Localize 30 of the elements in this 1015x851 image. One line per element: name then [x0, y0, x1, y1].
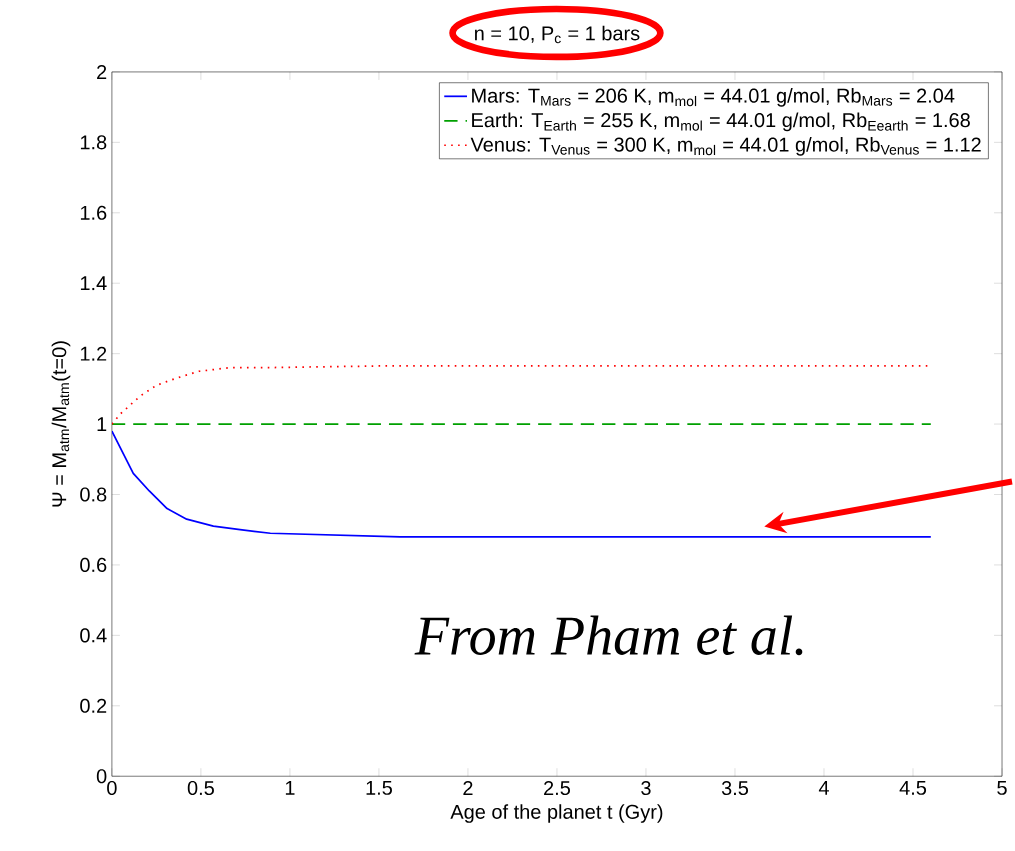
y-tick-label: 1.8: [80, 135, 107, 150]
y-tick-label: 1: [97, 417, 107, 431]
x-tick-label: 1.5: [366, 780, 392, 795]
x-tick-label: 4.5: [899, 780, 927, 795]
x-axis-title: Age of the planet t (Gyr): [450, 804, 663, 823]
y-tick-label: 1.2: [80, 346, 107, 361]
x-tick-label: 4: [818, 780, 829, 795]
y-tick-label: 1.6: [80, 205, 107, 220]
line-series: [111, 430, 932, 538]
x-tick-label: 5: [997, 780, 1007, 795]
legend-label: Venus: T$_{Venus}$ = 300 K, m$_{mol}$ = 44.01 g/mol, Rb$_{Venus}$ = 1.12: [470, 136, 981, 156]
x-tick-label: 2: [463, 780, 473, 795]
x-tick-label: 2.5: [544, 780, 571, 795]
legend-label: Earth: T$_{Earth}$ = 255 K, m$_{mol}$ = 44.01 g/mol, Rb$_{Eearth}$ = 1.68: [472, 112, 970, 132]
chart-title: n = 10, P$_{c}$ = 1 bars: [475, 25, 640, 44]
legend-label: Mars: T$_{Mars}$ = 206 K, m$_{mol}$ = 44.01 g/mol, Rb$_{Mars}$ = 2.04: [472, 88, 955, 107]
y-tick-label: 0.2: [80, 698, 107, 713]
y-tick-label: 1.4: [80, 276, 107, 291]
x-tick-label: 1: [285, 780, 295, 795]
y-tick-label: 0.4: [80, 628, 107, 643]
x-tick-label: 3.5: [721, 780, 749, 795]
y-tick-label: 0: [96, 769, 107, 784]
y-axis-title: Ψ = M$_{atm}$/M$_{atm}$(t=0): [51, 341, 71, 507]
x-tick-label: 0.5: [187, 780, 214, 795]
y-tick-label: 0.8: [80, 487, 107, 502]
annotation: From Pham et al.: [414, 615, 803, 656]
x-tick-label: 3: [641, 780, 651, 795]
x-tick-label: 0: [107, 780, 117, 795]
y-tick-label: 2: [97, 64, 107, 79]
y-tick-label: 0.6: [80, 557, 107, 572]
